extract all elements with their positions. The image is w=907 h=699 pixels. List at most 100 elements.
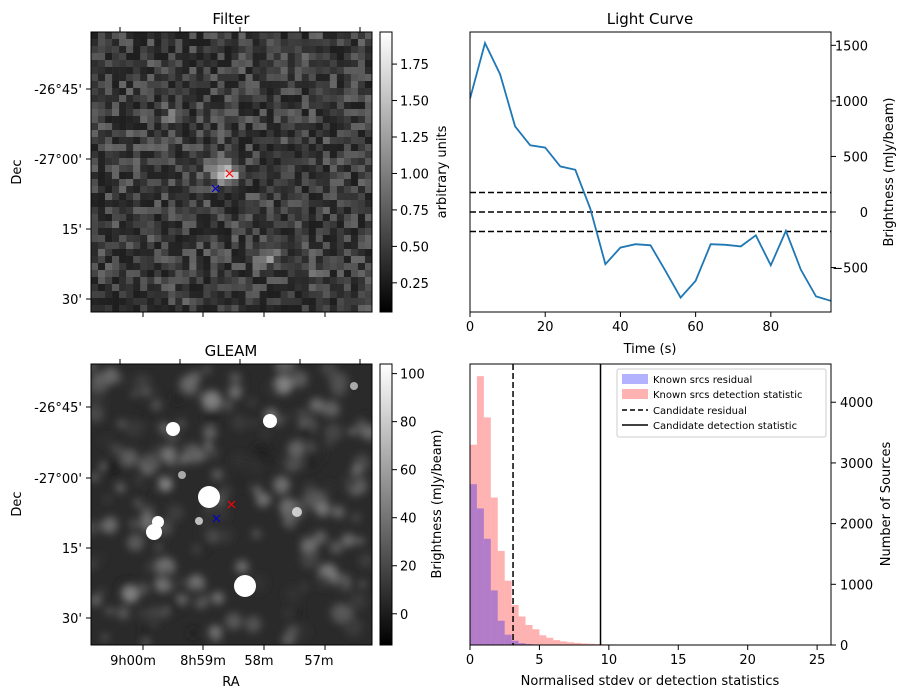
histogram-ytick-label: 4000 xyxy=(840,396,873,411)
gleam-colorbar-tick-label: 40 xyxy=(400,512,417,527)
legend-swatch-detection xyxy=(622,389,648,399)
gleam-x-ticks: 9h00m 8h59m 58m 57m xyxy=(110,359,361,669)
histogram-bar xyxy=(588,643,595,645)
histogram-ylabel: Number of Sources xyxy=(879,442,894,567)
lightcurve-ytick-label: 0 xyxy=(860,206,868,221)
histogram-legend: Known srcs residual Known srcs detection… xyxy=(616,368,827,438)
lightcurve-ylabel: Brightness (mJy/beam) xyxy=(882,98,897,247)
gleam-xtick-label: 8h59m xyxy=(180,654,226,669)
gleam-ytick-label: -26°45' xyxy=(34,401,82,416)
gleam-y-ticks: -26°45' -27°00' 15' 30' xyxy=(34,401,91,627)
histogram-bar xyxy=(490,497,498,645)
histogram-ytick-label: 1000 xyxy=(840,578,873,593)
gleam-colorbar-label: Brightness (mJy/beam) xyxy=(430,430,445,579)
lightcurve-ytick-label: 1500 xyxy=(835,39,868,54)
histogram-bar xyxy=(539,635,547,645)
gleam-candidate-marker xyxy=(227,500,236,509)
lightcurve-panel: Light Curve 0 20 40 60 80 −500 0 500 1000 1500 T… xyxy=(466,10,897,357)
gleam-xtick-label: 58m xyxy=(244,654,273,669)
histogram-xtick-label: 10 xyxy=(601,653,618,668)
histogram-bar xyxy=(470,444,477,645)
legend-box xyxy=(616,368,827,438)
filter-candidate-marker xyxy=(225,169,234,178)
lightcurve-ytick-label: 500 xyxy=(843,150,868,165)
histogram-bar xyxy=(525,624,533,645)
filter-ytick-label: 15' xyxy=(62,223,82,238)
gleam-colorbar-gradient xyxy=(379,363,393,646)
legend-swatch-residual xyxy=(622,374,648,384)
lightcurve-xtick-label: 40 xyxy=(612,320,629,335)
gleam-ytick-label: 15' xyxy=(62,542,82,557)
histogram-xtick-label: 0 xyxy=(466,653,474,668)
lightcurve-ytick-label: −500 xyxy=(832,262,868,277)
filter-colorbar-tick-label: 0.25 xyxy=(400,277,429,292)
gleam-ylabel: Dec xyxy=(10,491,25,516)
gleam-colorbar: 0 20 40 60 80 100 Brightness (mJy/beam) xyxy=(379,363,445,646)
histogram-bar xyxy=(511,640,519,645)
lightcurve-xtick-label: 0 xyxy=(466,320,474,335)
lightcurve-title: Light Curve xyxy=(607,10,693,28)
histogram-xtick-label: 5 xyxy=(535,653,543,668)
filter-colorbar-tick-label: 0.50 xyxy=(400,240,429,255)
histogram-bar xyxy=(518,616,526,645)
gleam-colorbar-tick-label: 0 xyxy=(400,608,408,623)
filter-axes-frame xyxy=(90,31,373,313)
lightcurve-ytick-label: 1000 xyxy=(835,95,868,110)
filter-ytick-label: 30' xyxy=(62,293,82,308)
histogram-bar xyxy=(490,590,498,645)
filter-title: Filter xyxy=(212,10,250,28)
lightcurve-xlabel: Time (s) xyxy=(623,342,677,357)
lightcurve-xtick-label: 20 xyxy=(537,320,554,335)
filter-x-ticks xyxy=(119,27,361,317)
histogram-xtick-label: 15 xyxy=(670,653,687,668)
legend-label: Known srcs residual xyxy=(653,375,752,386)
histogram-bar xyxy=(497,620,505,645)
histogram-bar xyxy=(476,376,484,645)
histogram-bar xyxy=(553,640,561,645)
histogram-panel: 0 5 10 15 20 25 0 1000 2000 3000 4000 Normalised … xyxy=(466,363,894,689)
filter-ytick-label: -26°45' xyxy=(34,83,82,98)
histogram-bar xyxy=(504,580,512,645)
histogram-xlabel: Normalised stdev or detection statistics xyxy=(521,674,780,689)
filter-colorbar-gradient xyxy=(379,31,393,313)
gleam-ytick-label: 30' xyxy=(62,612,82,627)
filter-colorbar-tick-label: 1.75 xyxy=(400,58,429,73)
histogram-bar xyxy=(497,550,505,645)
gleam-title: GLEAM xyxy=(205,342,258,360)
histogram-axes-frame xyxy=(469,363,832,646)
histogram-bar xyxy=(567,642,575,645)
histogram-bar xyxy=(511,604,519,645)
gleam-xlabel: RA xyxy=(222,675,240,690)
legend-label: Candidate detection statistic xyxy=(653,421,797,432)
histogram-xtick-label: 20 xyxy=(739,653,756,668)
gleam-xtick-label: 9h00m xyxy=(110,654,156,669)
gleam-markers xyxy=(212,500,236,523)
histogram-ytick-label: 3000 xyxy=(840,457,873,472)
histogram-bar xyxy=(574,642,582,645)
histogram-xtick-label: 25 xyxy=(809,653,826,668)
gleam-bright-sources xyxy=(146,382,358,597)
filter-panel: Filter -26°45' -27°00' 15' 30' xyxy=(10,10,450,317)
histogram-bar xyxy=(546,637,554,645)
histogram-ytick-label: 2000 xyxy=(840,518,873,533)
histogram-bar xyxy=(504,634,512,645)
gleam-image xyxy=(91,364,372,645)
gleam-colorbar-tick-label: 60 xyxy=(400,464,417,479)
lightcurve-xtick-label: 80 xyxy=(763,320,780,335)
gleam-reference-marker xyxy=(212,514,221,523)
lightcurve-threshold-lines xyxy=(470,191,831,233)
filter-image xyxy=(91,32,372,312)
lightcurve-series-line xyxy=(470,40,831,302)
lightcurve-xtick-label: 60 xyxy=(687,320,704,335)
lightcurve-axes-frame xyxy=(469,31,832,313)
gleam-xtick-label: 57m xyxy=(304,654,333,669)
gleam-colorbar-tick-label: 80 xyxy=(400,416,417,431)
histogram-bar xyxy=(476,508,484,645)
filter-colorbar: 0.25 0.50 0.75 1.00 1.25 1.50 1.75 arbitrary u… xyxy=(379,31,450,313)
gleam-colorbar-tick-label: 20 xyxy=(400,560,417,575)
filter-colorbar-tick-label: 1.00 xyxy=(400,167,429,182)
filter-reference-marker xyxy=(211,184,220,193)
legend-label: Known srcs detection statistic xyxy=(653,390,802,401)
filter-ylabel: Dec xyxy=(10,159,25,184)
